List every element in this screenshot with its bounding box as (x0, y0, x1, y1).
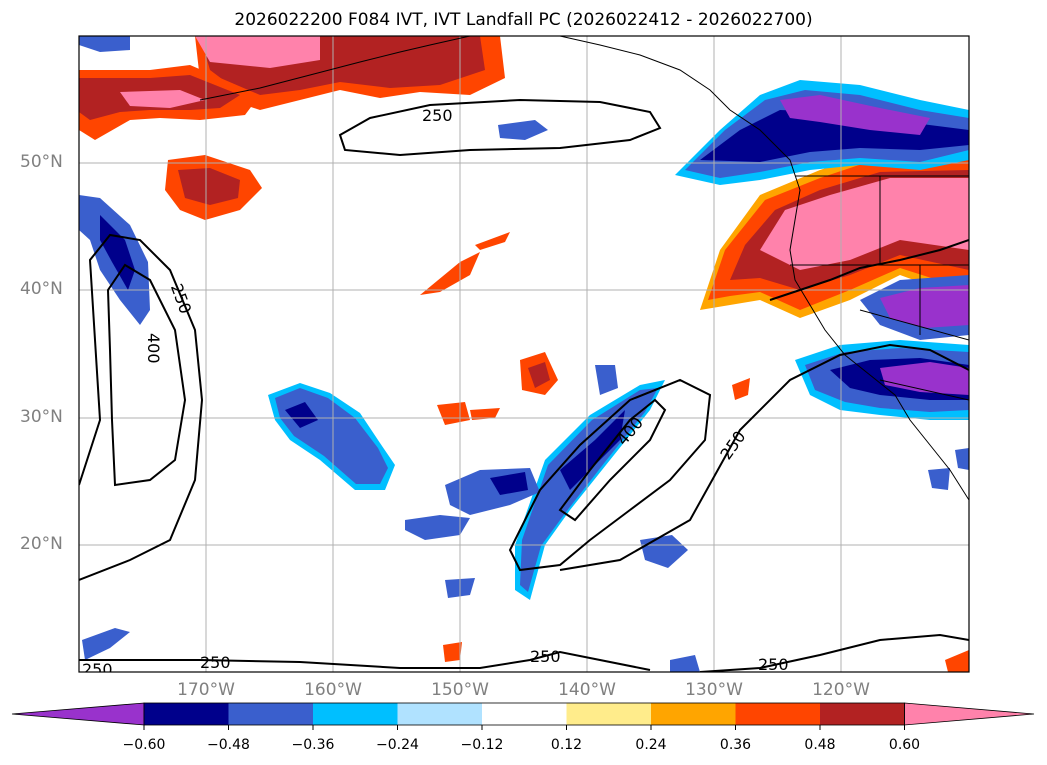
colorbar-segment (566, 703, 651, 725)
colorbar-tick-label: −0.48 (207, 737, 250, 753)
colorbar-tick-label: 0.48 (804, 737, 836, 753)
positive-ivt-regions (79, 36, 969, 672)
colorbar (11, 702, 1035, 730)
lat-label: 30°N (20, 407, 63, 427)
colorbar-tick-label: −0.60 (122, 737, 166, 753)
colorbar-segment (820, 703, 905, 725)
colorbar-tick-label: 0.36 (719, 737, 752, 753)
lon-label: 170°W (177, 680, 235, 700)
colorbar-tick-label: −0.12 (460, 737, 504, 753)
contour-label: 400 (144, 333, 163, 364)
lon-label: 150°W (431, 680, 489, 700)
colorbar-segment (482, 703, 567, 725)
lon-label: 120°W (812, 680, 870, 700)
lon-label: 140°W (558, 680, 616, 700)
contour-label: 250 (82, 660, 113, 679)
colorbar-tick-label: 0.12 (550, 737, 583, 753)
lat-label: 20°N (20, 534, 63, 554)
map-title: 2026022200 F084 IVT, IVT Landfall PC (20… (234, 10, 813, 30)
colorbar-segment (735, 703, 820, 725)
map-frame (78, 35, 970, 673)
colorbar-tick-label: −0.36 (291, 737, 335, 753)
lon-label: 160°W (304, 680, 362, 700)
colorbar-tick-label: 0.24 (635, 737, 667, 753)
colorbar-tick-label: 0.60 (888, 737, 921, 753)
lat-label: 50°N (20, 152, 63, 172)
contour-label: 250 (200, 653, 231, 672)
colorbar-segment (313, 703, 398, 725)
colorbar-extend-high (904, 702, 1035, 726)
colorbar-segment (228, 703, 313, 725)
colorbar-tick-label: −0.24 (376, 737, 419, 753)
colorbar-segment (144, 703, 229, 725)
colorbar-extend-low (11, 702, 145, 726)
lon-label: 130°W (685, 680, 743, 700)
contour-label: 250 (422, 106, 453, 125)
lat-label: 40°N (20, 279, 63, 299)
colorbar-segment (397, 703, 482, 725)
contour-label: 250 (530, 647, 561, 666)
colorbar-segment (651, 703, 736, 725)
negative-ivt-regions (79, 36, 969, 672)
contour-label: 250 (758, 655, 789, 674)
ivt-contours (79, 98, 969, 672)
